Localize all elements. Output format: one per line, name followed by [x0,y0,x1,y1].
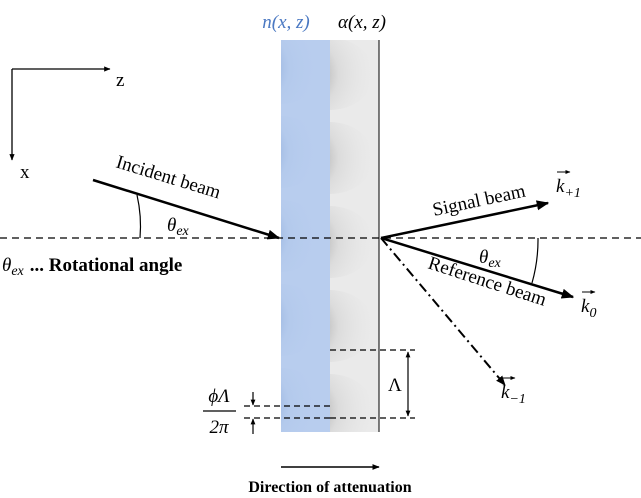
phase-denominator: 2π [209,417,229,438]
angle-legend: θex... Rotational angle [2,255,182,279]
footer-label: Direction of attenuation [248,479,411,496]
wave-vector: k−1 [501,378,526,407]
incident-label: Incident beam [114,152,224,204]
reflected-angle: θex [479,247,502,271]
absorption-label: α(x, z) [338,12,386,33]
diagram: n(x, z) α(x, z) z x Incident beam θex θe… [0,0,641,498]
wave-vector: k0 [581,292,596,321]
svg-text:k−1: k−1 [501,382,526,407]
index-slab [239,32,330,440]
phase-numerator: ϕΛ [208,386,230,407]
angle-arc [137,195,141,238]
angle-arc [532,238,538,283]
period-label: Λ [388,375,402,396]
signal-label: Signal beam [431,181,528,221]
incident-angle: θex [167,215,190,239]
svg-text:k+1: k+1 [556,176,581,201]
index-label: n(x, z) [262,12,309,33]
x-axis-label: x [20,162,30,183]
z-axis-label: z [116,70,124,91]
svg-text:k0: k0 [581,296,596,321]
wave-vector: k+1 [556,172,581,201]
